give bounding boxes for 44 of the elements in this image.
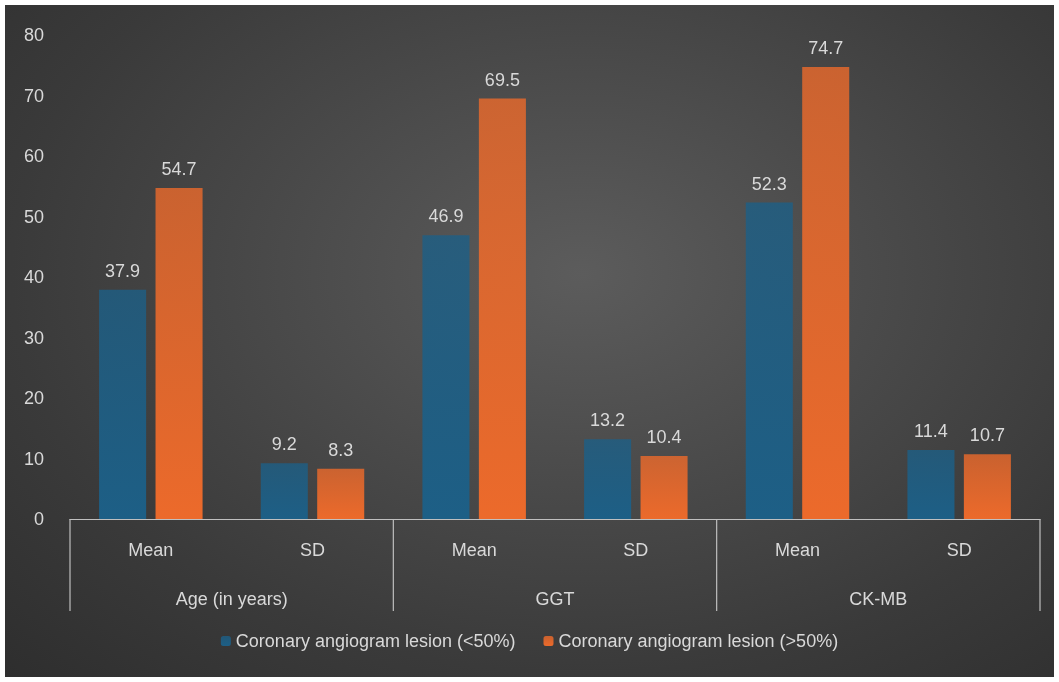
text: Age (in years) [175,589,288,609]
bar [317,468,365,519]
y-tick-label: 50 [23,206,44,227]
data-label: 37.9 [105,260,141,281]
data-label: 74.7 [808,38,844,59]
x-tick-label: SD [299,540,326,560]
bar [802,67,850,519]
x-tick-label: SD [623,540,649,560]
y-tick-label: 70 [23,85,44,106]
data-label: 46.9 [428,206,464,227]
data-label: 13.2 [590,410,626,431]
data-label: 54.7 [161,159,197,180]
bar [584,439,632,519]
bar [640,456,688,519]
data-label: 10.4 [646,427,682,448]
bar [260,463,308,519]
x-tick-label: Mean [451,540,497,560]
y-tick-label: 0 [33,509,44,529]
y-tick-label: 20 [23,388,44,408]
x-tick-label: Mean [128,540,174,560]
bar [422,235,470,519]
legend-label: Coronary angiogram lesion (<50%) [235,631,516,651]
x-tick-label: Mean [774,540,821,560]
data-label: 9.2 [271,434,297,455]
legend-label: Coronary angiogram lesion (>50%) [558,631,839,651]
data-label: 8.3 [328,439,354,460]
y-tick-label: 60 [23,146,44,166]
text: CK-MB [849,589,908,609]
bar [963,454,1011,519]
bar [907,450,955,519]
bar [155,188,203,519]
y-tick-label: 80 [23,25,44,45]
data-label: 69.5 [484,69,520,90]
data-label: 52.3 [751,173,787,194]
bar [478,98,526,519]
bar [745,202,793,519]
y-tick-label: 10 [23,448,44,469]
x-tick-label: SD [946,540,972,560]
text: GGT [535,589,575,609]
bar [99,289,147,519]
data-label: 11.4 [914,421,948,442]
data-label: 10.7 [969,425,1005,446]
y-tick-label: 30 [23,327,44,348]
y-tick-label: 40 [23,267,44,287]
